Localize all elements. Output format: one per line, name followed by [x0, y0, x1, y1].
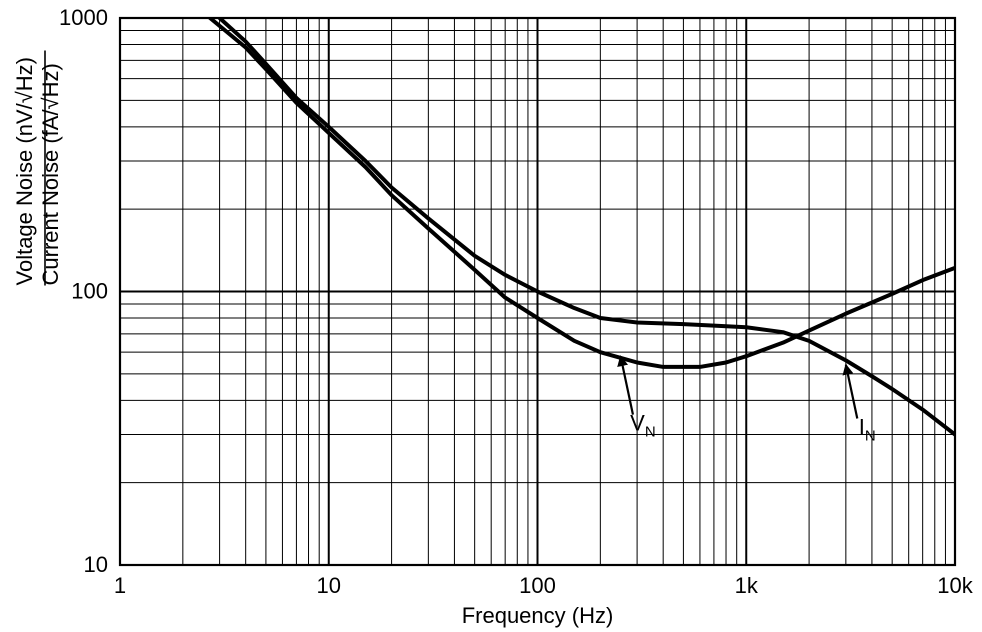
x-tick-label: 10k: [937, 573, 973, 598]
y-tick-label: 1000: [59, 5, 108, 30]
x-axis-label: Frequency (Hz): [462, 603, 614, 628]
y-tick-label: 100: [71, 279, 108, 304]
x-tick-label: 10: [317, 573, 341, 598]
y-tick-label: 10: [84, 552, 108, 577]
x-tick-label: 1k: [735, 573, 759, 598]
y-axis-label-voltage: Voltage Noise (nV/√Hz): [12, 57, 37, 286]
noise-vs-frequency-chart: VNIN1101001k10k101001000Frequency (Hz)Vo…: [0, 0, 982, 632]
y-axis-label-current: Current Noise (fA/√Hz): [38, 63, 63, 285]
chart-container: VNIN1101001k10k101001000Frequency (Hz)Vo…: [0, 0, 982, 632]
x-tick-label: 1: [114, 573, 126, 598]
x-tick-label: 100: [519, 573, 556, 598]
